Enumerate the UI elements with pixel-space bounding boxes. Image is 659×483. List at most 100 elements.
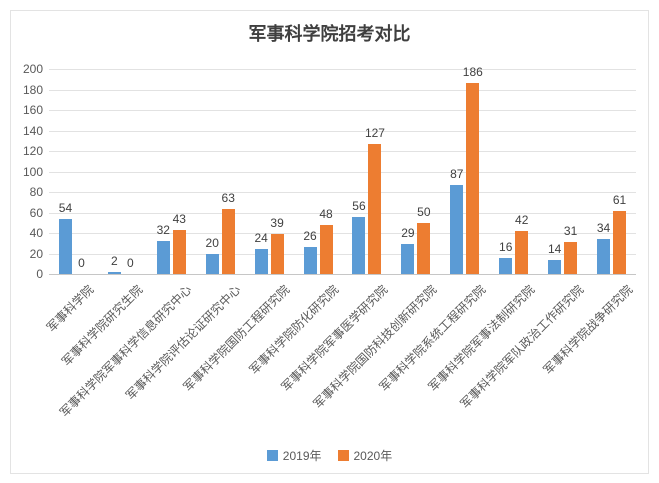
- bar-pair: [343, 69, 392, 274]
- bar-value-label: 50: [417, 204, 431, 219]
- bar-2020年: [270, 234, 284, 274]
- bar-value-label: 54: [58, 200, 73, 215]
- y-tick-label: 20: [29, 246, 43, 261]
- bar-2020年: [515, 230, 529, 274]
- bar-value-label: 186: [462, 65, 483, 80]
- bar-2019年: [254, 249, 268, 274]
- bar-pair: [147, 69, 196, 274]
- bar-pair: [489, 69, 538, 274]
- gridline: [49, 192, 636, 193]
- bar-value-label: 56: [352, 198, 366, 213]
- bar-2019年: [205, 253, 219, 274]
- gridline: [49, 89, 636, 91]
- bar-2020年: [319, 224, 333, 274]
- bar-group: 26 48: [294, 69, 343, 274]
- bar-value-label: 16: [499, 239, 513, 254]
- gridline: [49, 69, 636, 70]
- plot-area: 0 20 40 60 80 100 120 140 160 180 200 54 0 2 0 32 43 20 63…: [23, 62, 636, 281]
- bar-value-label: 43: [172, 211, 186, 226]
- bar-value-label: 29: [401, 226, 415, 241]
- y-tick-label: 180: [22, 82, 43, 97]
- bar-group: 54 0: [49, 69, 98, 274]
- bar-value-label: 14: [547, 241, 562, 256]
- legend: 2019年 2020年: [11, 447, 648, 464]
- y-tick-label: 40: [29, 226, 43, 240]
- bar-value-label: 127: [364, 125, 385, 140]
- bar-2020年: [564, 242, 578, 274]
- bar-group: 56 127: [343, 69, 392, 274]
- bar-pair: [294, 69, 343, 274]
- bar-value-label: 0: [127, 256, 134, 270]
- bar-2019年: [499, 257, 513, 274]
- gridline: [49, 171, 636, 173]
- bar-group: 14 31: [538, 69, 587, 274]
- y-tick-label: 160: [22, 103, 43, 117]
- bar-value-label: 34: [596, 221, 611, 236]
- bar-value-label: 24: [254, 231, 268, 246]
- y-tick-label: 200: [22, 62, 43, 76]
- bar-value-label: 32: [156, 223, 170, 238]
- y-tick-label: 140: [22, 123, 43, 138]
- gridline: [49, 212, 636, 214]
- bar-2019年: [401, 244, 415, 274]
- bar-group: 29 50: [391, 69, 440, 274]
- bar-pair: [538, 69, 587, 274]
- bar-group: 87 186: [440, 65, 489, 274]
- legend-label: 2019年: [282, 449, 322, 463]
- x-axis-line: [49, 274, 636, 275]
- y-tick-label: 120: [22, 144, 43, 158]
- bar-value-label: 2: [111, 253, 118, 268]
- y-tick-label: 60: [29, 205, 43, 220]
- bar-value-label: 87: [450, 166, 464, 181]
- bar-value-label: 39: [270, 216, 284, 231]
- bar-pair: [587, 69, 636, 274]
- x-tick-label: 军事科学院战争研究院: [540, 282, 635, 378]
- gridline: [49, 253, 636, 255]
- bar-value-label: 31: [563, 224, 578, 239]
- legend-swatch: [337, 450, 349, 461]
- bar-2019年: [58, 218, 72, 274]
- y-tick-label: 0: [36, 267, 43, 281]
- bar-pair: [49, 69, 98, 274]
- bar-2019年: [597, 239, 611, 274]
- bar-2019年: [107, 271, 121, 274]
- chart-title: 军事科学院招考对比: [248, 24, 411, 44]
- bar-2020年: [417, 222, 431, 274]
- gridline: [49, 151, 636, 152]
- gridline: [49, 130, 636, 132]
- bar-pair: [98, 69, 147, 274]
- bar-2020年: [368, 143, 382, 274]
- bar-group: 20 63: [196, 69, 245, 274]
- bar-2019年: [548, 259, 562, 274]
- bar-group: 24 39: [245, 69, 294, 274]
- bar-group: 32 43: [147, 69, 196, 274]
- x-tick-label: 军事科学院防化研究院: [246, 282, 342, 378]
- bar-value-label: 0: [78, 256, 85, 270]
- bar-value-label: 42: [515, 212, 529, 227]
- legend-item-2019年: 2019年: [266, 447, 322, 464]
- gridline: [49, 110, 636, 111]
- y-tick-label: 80: [29, 185, 43, 199]
- legend-label: 2020年: [353, 449, 393, 463]
- bar-pair: [440, 69, 489, 274]
- gridline: [49, 233, 636, 234]
- bar-2020年: [172, 229, 186, 274]
- bar-2019年: [352, 216, 366, 274]
- bar-value-label: 26: [303, 229, 317, 244]
- bar-group: 34 61: [587, 69, 636, 274]
- y-tick-label: 100: [22, 164, 43, 179]
- bar-value-label: 63: [221, 191, 235, 206]
- legend-swatch: [266, 450, 278, 461]
- bar-2020年: [466, 83, 480, 274]
- bar-value-label: 48: [319, 206, 333, 221]
- legend-item-2020年: 2020年: [337, 447, 393, 464]
- bar-2020年: [613, 211, 627, 274]
- chart-frame: 军事科学院招考对比 0 20 40 60 80 100 120 140 160 180 200 54 0…: [10, 10, 649, 474]
- bar-pair: [391, 69, 440, 274]
- bar-value-label: 61: [612, 193, 627, 208]
- bar-value-label: 20: [205, 235, 219, 250]
- bar-2019年: [156, 241, 170, 274]
- bar-2019年: [450, 184, 464, 274]
- bar-pair: [196, 69, 245, 274]
